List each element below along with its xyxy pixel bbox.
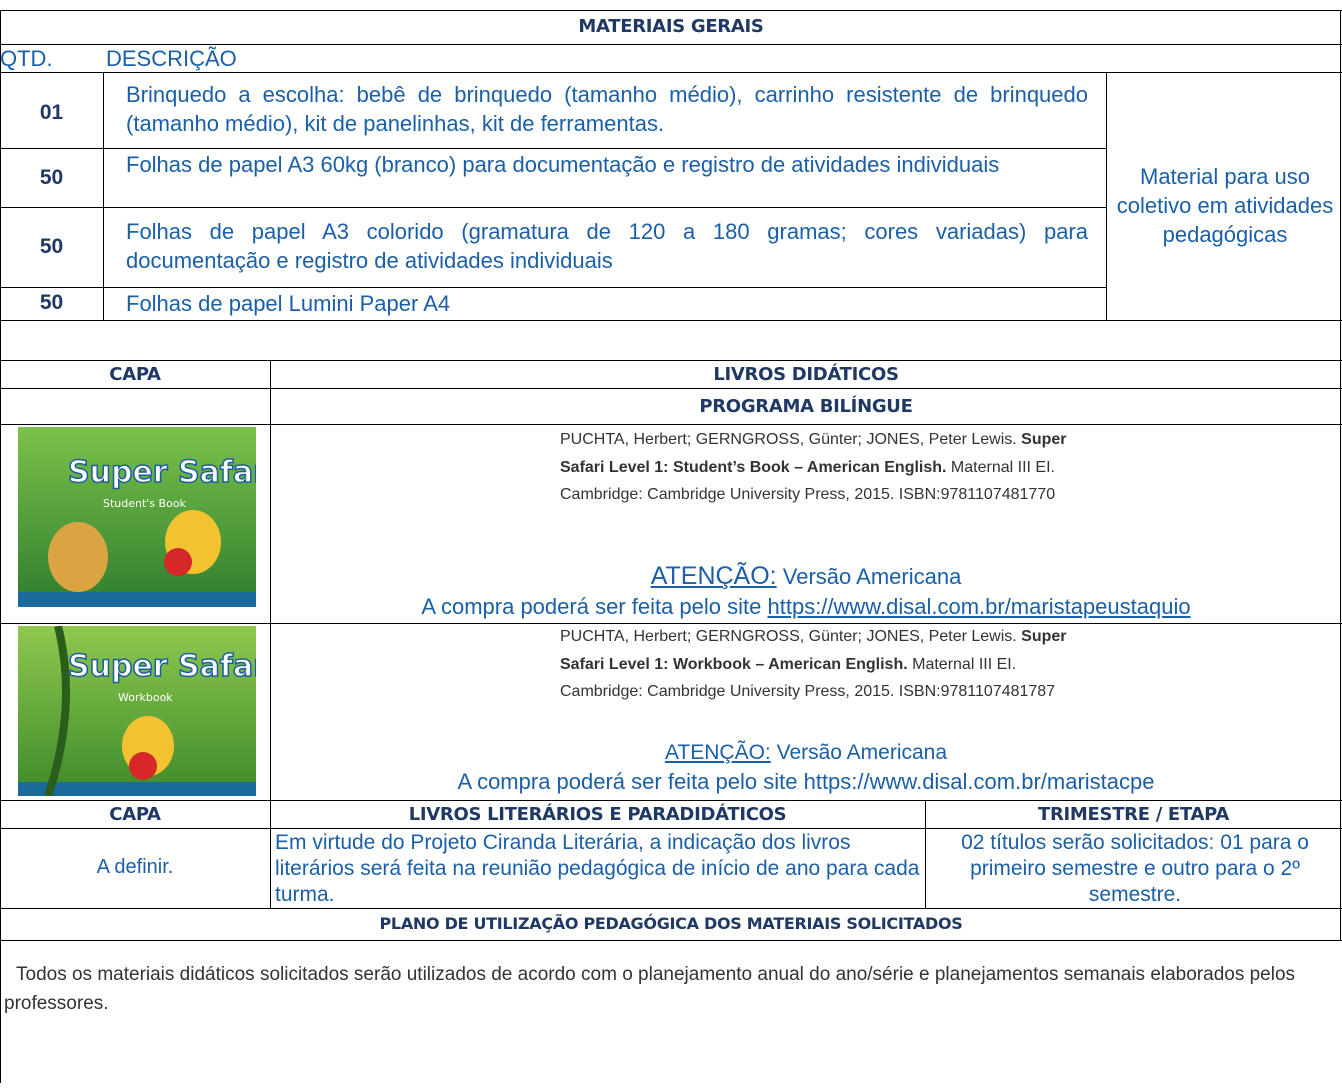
attention: ATENÇÃO:: [650, 562, 777, 590]
description: Folhas de papel Lumini Paper A4: [126, 291, 451, 316]
details: Maternal III EI. Cambridge: Cambridge Un…: [560, 458, 1056, 504]
details: Maternal III EI. Cambridge: Cambridge Un…: [560, 655, 1056, 701]
purchase-text: A compra poderá ser feita pelo site: [457, 769, 804, 794]
description: Folhas de papel A3 colorido (gramatura d…: [126, 219, 1088, 273]
qty: 50: [39, 235, 64, 258]
link[interactable]: https://www.disal.com.br/maristapeustaqu…: [767, 594, 1191, 619]
cell: 02 títulos serão solicitados: 01 para o …: [961, 831, 1309, 906]
cover-title: Super Safari: [68, 649, 256, 684]
attention-text: Versão Americana: [770, 741, 948, 764]
book-cover: Super Safari Student's Book: [18, 427, 256, 607]
authors: PUCHTA, Herbert; GERNGROSS, Günter; JONE…: [560, 431, 1022, 448]
column-header: LIVROS LITERÁRIOS E PARADIDÁTICOS: [408, 804, 787, 825]
column-header: QTD.: [0, 46, 53, 71]
column-header: LIVROS DIDÁTICOS: [713, 364, 899, 385]
qty: 01: [39, 101, 64, 124]
purchase-text: A compra poderá ser feita pelo site: [421, 594, 768, 619]
reference: PUCHTA, Herbert; GERNGROSS, Günter; JONE…: [560, 623, 1080, 706]
column-header: CAPA: [109, 364, 161, 385]
cell: A definir.: [96, 856, 174, 878]
link[interactable]: https://www.disal.com.br/maristacpe: [803, 769, 1155, 794]
work-title: Super Safari Level 1: Workbook – America…: [560, 628, 1067, 673]
column-header: DESCRIÇÃO: [106, 46, 237, 71]
qty: 50: [39, 291, 64, 314]
book-cover: Super Safari Workbook: [18, 626, 256, 796]
cover-subtitle: Student's Book: [103, 497, 187, 510]
reference: PUCHTA, Herbert; GERNGROSS, Günter; JONE…: [560, 426, 1080, 509]
authors: PUCHTA, Herbert; GERNGROSS, Günter; JONE…: [560, 628, 1022, 645]
column-header: TRIMESTRE / ETAPA: [1037, 804, 1230, 825]
description: Brinquedo a escolha: bebê de brinquedo (…: [126, 82, 1088, 136]
description: Folhas de papel A3 60kg (branco) para do…: [126, 152, 1000, 177]
work-title: Super Safari Level 1: Student’s Book – A…: [560, 431, 1067, 476]
qty: 50: [39, 166, 64, 189]
attention: ATENÇÃO:: [664, 741, 771, 764]
attention-text: Versão Americana: [776, 564, 962, 589]
plan-text: Todos os materiais didáticos solicitados…: [4, 964, 1296, 1014]
section-title: PLANO DE UTILIZAÇÃO PEDAGÓGICA DOS MATER…: [379, 914, 963, 933]
column-header: CAPA: [109, 804, 161, 825]
cover-title: Super Safari: [68, 455, 256, 490]
cell: Em virtude do Projeto Ciranda Literária,…: [275, 831, 920, 906]
subtitle: PROGRAMA BILÍNGUE: [699, 396, 913, 417]
section-title: MATERIAIS GERAIS: [578, 16, 764, 37]
note: Material para uso coletivo em atividades…: [1116, 164, 1334, 247]
cover-subtitle: Workbook: [118, 691, 173, 704]
